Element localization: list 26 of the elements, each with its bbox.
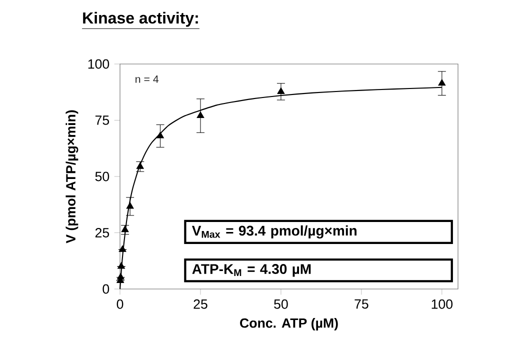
annotation: ATP-K$_{M}$ = 4.30 µM	[192, 264, 311, 277]
x-tick-label: 25	[194, 299, 208, 309]
x-tick-label: 75	[354, 299, 368, 309]
x-axis-title: Conc. ATP (µM)	[240, 318, 338, 330]
x-tick-label: 50	[274, 299, 288, 309]
x-tick-label: 0	[116, 299, 124, 309]
point	[277, 87, 285, 94]
point	[136, 162, 144, 169]
y-axis-title: V (pmol ATP/µg×min)	[66, 110, 78, 244]
y-tick-label: 100	[88, 59, 110, 69]
y-tick-label: 75	[95, 116, 110, 125]
y-tick-label: 50	[95, 172, 110, 182]
point	[196, 111, 204, 118]
annotation: V$_{Max}$ = 93.4 pmol/µg×min	[192, 225, 356, 238]
point	[156, 132, 164, 138]
point	[118, 245, 126, 252]
point	[126, 202, 134, 209]
annotation: n = 4	[136, 75, 159, 83]
x-tick-label: 100	[432, 299, 453, 309]
point	[118, 262, 125, 269]
chart-title: Kinase activity:	[83, 12, 198, 27]
y-tick-label: 25	[95, 228, 110, 238]
point	[121, 226, 129, 232]
point	[438, 79, 446, 86]
y-tick-label: 0	[102, 284, 110, 294]
point	[116, 273, 124, 280]
